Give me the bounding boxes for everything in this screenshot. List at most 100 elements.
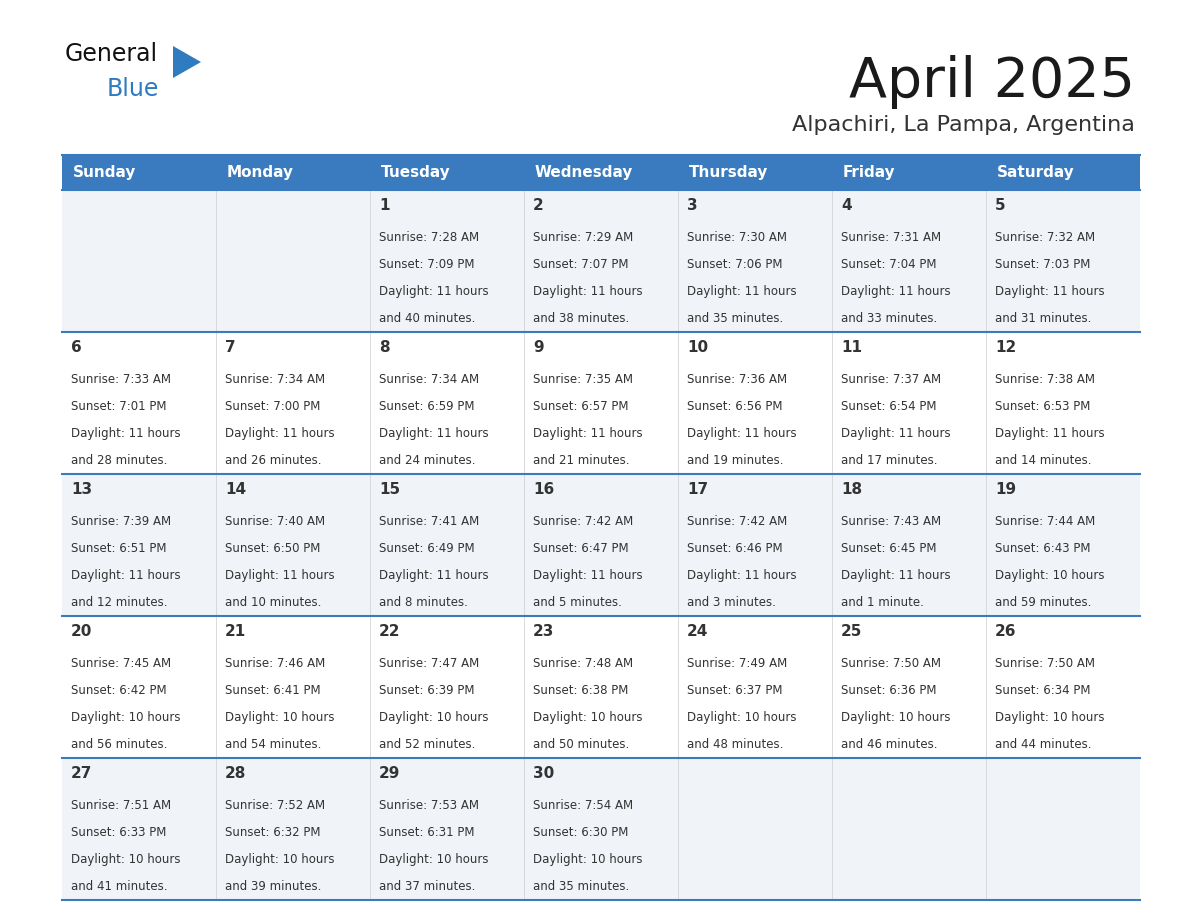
Text: 9: 9 bbox=[533, 340, 544, 355]
Text: Sunset: 6:31 PM: Sunset: 6:31 PM bbox=[379, 826, 475, 839]
Text: 11: 11 bbox=[841, 340, 862, 355]
Text: and 19 minutes.: and 19 minutes. bbox=[687, 453, 784, 466]
Bar bbox=[832, 332, 986, 474]
Bar bbox=[832, 758, 986, 900]
Text: Friday: Friday bbox=[842, 165, 896, 180]
Bar bbox=[369, 190, 524, 332]
Text: Sunset: 7:07 PM: Sunset: 7:07 PM bbox=[533, 258, 628, 271]
Text: Alpachiri, La Pampa, Argentina: Alpachiri, La Pampa, Argentina bbox=[792, 115, 1135, 135]
Text: Sunrise: 7:47 AM: Sunrise: 7:47 AM bbox=[379, 656, 480, 670]
Text: 7: 7 bbox=[226, 340, 236, 355]
Text: Sunset: 6:43 PM: Sunset: 6:43 PM bbox=[996, 542, 1091, 554]
Text: Sunrise: 7:35 AM: Sunrise: 7:35 AM bbox=[533, 373, 633, 386]
Text: Daylight: 11 hours: Daylight: 11 hours bbox=[71, 568, 181, 582]
Bar bbox=[524, 758, 678, 900]
Text: April 2025: April 2025 bbox=[849, 55, 1135, 109]
Text: Daylight: 10 hours: Daylight: 10 hours bbox=[996, 711, 1105, 723]
Text: Sunset: 6:30 PM: Sunset: 6:30 PM bbox=[533, 826, 628, 839]
Text: and 10 minutes.: and 10 minutes. bbox=[226, 596, 322, 609]
Text: 13: 13 bbox=[71, 482, 93, 497]
Text: General: General bbox=[65, 42, 158, 66]
Bar bbox=[524, 332, 678, 474]
Text: and 17 minutes.: and 17 minutes. bbox=[841, 453, 937, 466]
Text: Sunset: 7:04 PM: Sunset: 7:04 PM bbox=[841, 258, 937, 271]
Bar bbox=[524, 155, 678, 190]
Bar bbox=[216, 190, 369, 332]
Text: and 35 minutes.: and 35 minutes. bbox=[533, 879, 630, 892]
Bar bbox=[62, 332, 216, 474]
Text: Sunrise: 7:48 AM: Sunrise: 7:48 AM bbox=[533, 656, 633, 670]
Text: and 52 minutes.: and 52 minutes. bbox=[379, 738, 475, 751]
Text: and 26 minutes.: and 26 minutes. bbox=[226, 453, 322, 466]
Text: and 48 minutes.: and 48 minutes. bbox=[687, 738, 784, 751]
Text: 30: 30 bbox=[533, 766, 555, 781]
Text: Sunset: 6:32 PM: Sunset: 6:32 PM bbox=[226, 826, 321, 839]
Bar bbox=[62, 190, 216, 332]
Bar bbox=[678, 155, 832, 190]
Text: Daylight: 10 hours: Daylight: 10 hours bbox=[379, 711, 488, 723]
Bar bbox=[986, 155, 1140, 190]
Text: Daylight: 11 hours: Daylight: 11 hours bbox=[841, 285, 950, 297]
Text: 18: 18 bbox=[841, 482, 862, 497]
Text: Daylight: 11 hours: Daylight: 11 hours bbox=[996, 285, 1105, 297]
Text: 28: 28 bbox=[226, 766, 247, 781]
Bar bbox=[216, 332, 369, 474]
Text: 17: 17 bbox=[687, 482, 708, 497]
Text: Daylight: 11 hours: Daylight: 11 hours bbox=[841, 427, 950, 440]
Bar bbox=[62, 155, 216, 190]
Text: 16: 16 bbox=[533, 482, 555, 497]
Text: and 24 minutes.: and 24 minutes. bbox=[379, 453, 475, 466]
Text: Daylight: 10 hours: Daylight: 10 hours bbox=[226, 853, 335, 866]
Bar bbox=[369, 332, 524, 474]
Text: Daylight: 10 hours: Daylight: 10 hours bbox=[71, 711, 181, 723]
Bar bbox=[62, 474, 216, 616]
Text: 24: 24 bbox=[687, 624, 708, 639]
Text: Sunrise: 7:42 AM: Sunrise: 7:42 AM bbox=[533, 515, 633, 528]
Text: and 1 minute.: and 1 minute. bbox=[841, 596, 924, 609]
Text: Daylight: 11 hours: Daylight: 11 hours bbox=[996, 427, 1105, 440]
Bar bbox=[216, 758, 369, 900]
Text: and 56 minutes.: and 56 minutes. bbox=[71, 738, 168, 751]
Text: Sunset: 6:39 PM: Sunset: 6:39 PM bbox=[379, 684, 475, 697]
Bar bbox=[524, 190, 678, 332]
Text: Sunrise: 7:29 AM: Sunrise: 7:29 AM bbox=[533, 230, 633, 244]
Bar bbox=[62, 616, 216, 758]
Text: Sunrise: 7:40 AM: Sunrise: 7:40 AM bbox=[226, 515, 326, 528]
Bar bbox=[62, 758, 216, 900]
Text: and 39 minutes.: and 39 minutes. bbox=[226, 879, 322, 892]
Text: and 12 minutes.: and 12 minutes. bbox=[71, 596, 168, 609]
Text: and 8 minutes.: and 8 minutes. bbox=[379, 596, 468, 609]
Text: 26: 26 bbox=[996, 624, 1017, 639]
Text: Daylight: 11 hours: Daylight: 11 hours bbox=[687, 427, 797, 440]
Text: Sunset: 6:57 PM: Sunset: 6:57 PM bbox=[533, 399, 628, 413]
Text: and 59 minutes.: and 59 minutes. bbox=[996, 596, 1092, 609]
Text: Sunset: 6:46 PM: Sunset: 6:46 PM bbox=[687, 542, 783, 554]
Text: Sunset: 6:36 PM: Sunset: 6:36 PM bbox=[841, 684, 937, 697]
Bar bbox=[678, 616, 832, 758]
Bar bbox=[986, 190, 1140, 332]
Text: Sunrise: 7:39 AM: Sunrise: 7:39 AM bbox=[71, 515, 171, 528]
Text: and 50 minutes.: and 50 minutes. bbox=[533, 738, 630, 751]
Text: Sunset: 7:03 PM: Sunset: 7:03 PM bbox=[996, 258, 1091, 271]
Text: Daylight: 10 hours: Daylight: 10 hours bbox=[841, 711, 950, 723]
Text: Sunrise: 7:51 AM: Sunrise: 7:51 AM bbox=[71, 799, 171, 812]
Bar bbox=[986, 616, 1140, 758]
Text: Sunrise: 7:53 AM: Sunrise: 7:53 AM bbox=[379, 799, 479, 812]
Text: Daylight: 11 hours: Daylight: 11 hours bbox=[687, 568, 797, 582]
Text: Daylight: 11 hours: Daylight: 11 hours bbox=[379, 427, 489, 440]
Text: Sunset: 6:42 PM: Sunset: 6:42 PM bbox=[71, 684, 166, 697]
Text: 27: 27 bbox=[71, 766, 93, 781]
Text: 6: 6 bbox=[71, 340, 82, 355]
Text: Sunrise: 7:44 AM: Sunrise: 7:44 AM bbox=[996, 515, 1095, 528]
Text: Daylight: 11 hours: Daylight: 11 hours bbox=[533, 285, 643, 297]
Text: Sunrise: 7:41 AM: Sunrise: 7:41 AM bbox=[379, 515, 480, 528]
Text: and 35 minutes.: and 35 minutes. bbox=[687, 311, 784, 325]
Text: Daylight: 11 hours: Daylight: 11 hours bbox=[71, 427, 181, 440]
Text: Sunrise: 7:38 AM: Sunrise: 7:38 AM bbox=[996, 373, 1095, 386]
Polygon shape bbox=[173, 46, 201, 78]
Text: and 14 minutes.: and 14 minutes. bbox=[996, 453, 1092, 466]
Text: and 38 minutes.: and 38 minutes. bbox=[533, 311, 630, 325]
Text: 10: 10 bbox=[687, 340, 708, 355]
Text: Sunrise: 7:30 AM: Sunrise: 7:30 AM bbox=[687, 230, 788, 244]
Text: Sunset: 6:45 PM: Sunset: 6:45 PM bbox=[841, 542, 937, 554]
